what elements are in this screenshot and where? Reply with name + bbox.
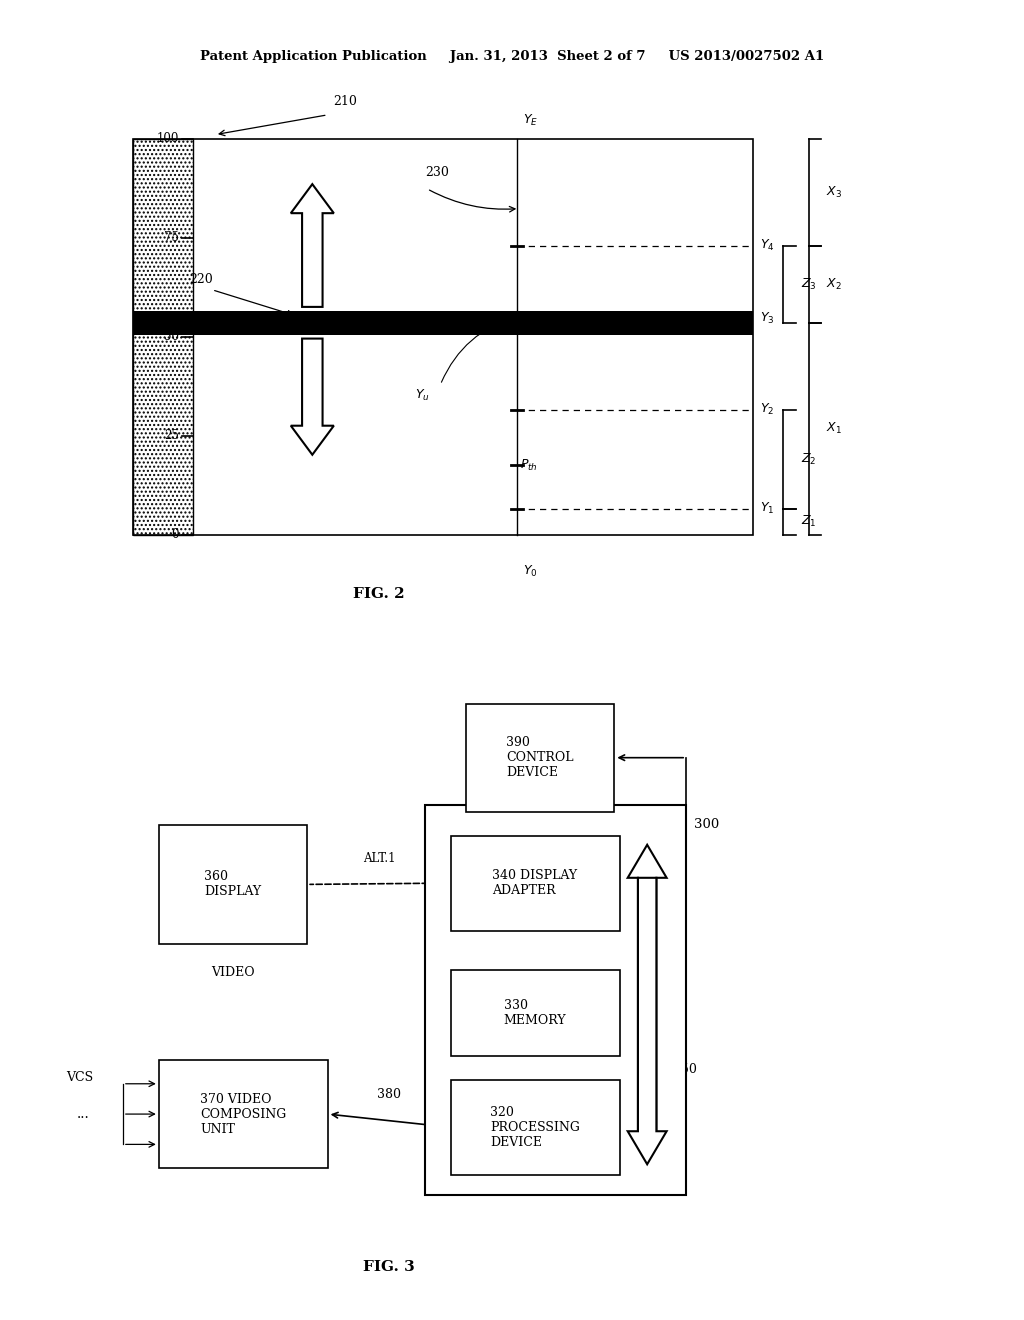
Text: FIG. 3: FIG. 3 xyxy=(364,1261,415,1274)
Text: Patent Application Publication     Jan. 31, 2013  Sheet 2 of 7     US 2013/00275: Patent Application Publication Jan. 31, … xyxy=(200,50,824,63)
Text: 25: 25 xyxy=(164,429,179,442)
Text: 390
CONTROL
DEVICE: 390 CONTROL DEVICE xyxy=(507,737,573,779)
FancyArrow shape xyxy=(291,338,334,454)
Bar xyxy=(133,310,753,334)
FancyArrow shape xyxy=(291,183,334,306)
Text: 230: 230 xyxy=(425,166,449,180)
Text: 50: 50 xyxy=(164,330,179,343)
Text: $Y_2$: $Y_2$ xyxy=(760,403,774,417)
Bar xyxy=(451,836,620,931)
Text: $Z_1$: $Z_1$ xyxy=(801,515,816,529)
Text: 100: 100 xyxy=(157,132,179,145)
Bar xyxy=(159,1060,328,1168)
Text: ALT.2: ALT.2 xyxy=(555,775,588,788)
Text: VCS: VCS xyxy=(67,1071,93,1084)
Text: $Y_u$: $Y_u$ xyxy=(415,388,429,403)
Text: 320
PROCESSING
DEVICE: 320 PROCESSING DEVICE xyxy=(490,1106,580,1148)
Bar xyxy=(133,139,193,535)
Text: $Y_4$: $Y_4$ xyxy=(760,238,774,253)
Text: $X_1$: $X_1$ xyxy=(826,421,842,436)
Text: 75: 75 xyxy=(164,231,179,244)
Bar xyxy=(451,970,620,1056)
Text: 220: 220 xyxy=(189,273,213,285)
Bar xyxy=(425,805,686,1195)
Text: $Y_3$: $Y_3$ xyxy=(760,312,774,326)
Text: 340 DISPLAY
ADAPTER: 340 DISPLAY ADAPTER xyxy=(493,869,578,898)
Text: $X_2$: $X_2$ xyxy=(826,277,842,292)
Text: 330
MEMORY: 330 MEMORY xyxy=(504,999,566,1027)
Bar xyxy=(466,704,614,812)
Text: $Z_2$: $Z_2$ xyxy=(801,451,816,467)
Text: $Z_3$: $Z_3$ xyxy=(801,277,816,292)
Text: $Y_0$: $Y_0$ xyxy=(523,564,538,578)
Text: 210: 210 xyxy=(333,95,356,108)
Bar xyxy=(133,139,753,535)
Text: $P_{th}$: $P_{th}$ xyxy=(520,458,539,473)
Text: VIDEO: VIDEO xyxy=(211,966,255,979)
Text: 300: 300 xyxy=(694,818,720,832)
Text: 350: 350 xyxy=(673,1064,696,1077)
Text: ALT.1: ALT.1 xyxy=(362,851,395,865)
Text: FIG. 2: FIG. 2 xyxy=(353,587,404,601)
Text: $Y_1$: $Y_1$ xyxy=(760,502,774,516)
Text: 360
DISPLAY: 360 DISPLAY xyxy=(205,870,261,899)
Text: $X_3$: $X_3$ xyxy=(826,185,843,199)
Text: ...: ... xyxy=(77,1107,89,1121)
Text: $Y_E$: $Y_E$ xyxy=(523,114,539,128)
FancyArrow shape xyxy=(628,845,667,1131)
Text: 380: 380 xyxy=(377,1088,401,1101)
Text: 370 VIDEO
COMPOSING
UNIT: 370 VIDEO COMPOSING UNIT xyxy=(200,1093,287,1135)
Bar xyxy=(451,1080,620,1175)
Text: 0: 0 xyxy=(172,528,179,541)
FancyArrow shape xyxy=(628,878,667,1164)
Bar xyxy=(159,825,307,944)
